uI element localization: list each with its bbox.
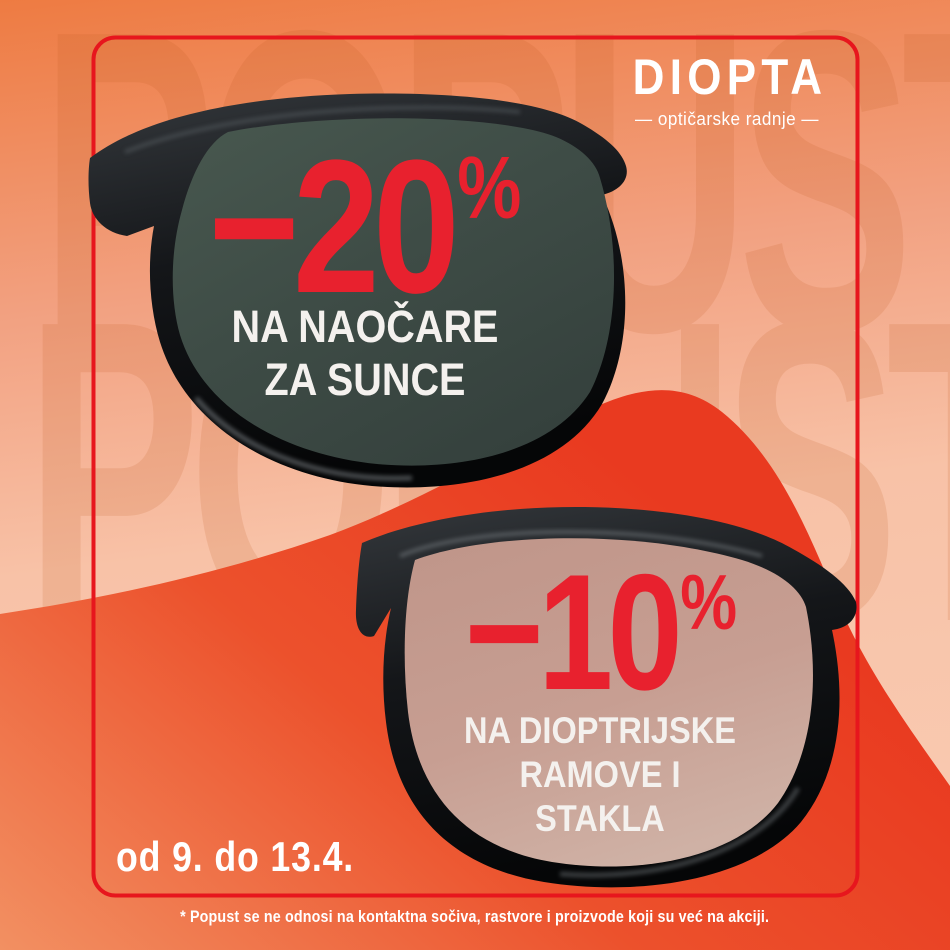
offer-dioptric-discount: −10% [465,550,738,715]
sunglasses-bottom-lens [404,538,813,867]
brand-logo: DIOPTA — optičarske radnje — [607,52,847,130]
offer-sunglasses-discount: −20% [189,132,542,322]
offer-line: STAKLA [535,798,665,840]
sunglasses-top-gloss-bar [124,105,521,154]
offer-sunglasses: −20% NA NAOČARE ZA SUNCE [150,132,580,406]
offer-line: NA NAOČARE [231,301,499,352]
promo-period: od 9. do 13.4. [116,833,355,880]
sunglasses-top [88,93,627,488]
disclaimer-text: * Popust se ne odnosi na kontaktna sočiv… [180,907,770,926]
brand-subtitle: — optičarske radnje — [635,109,819,129]
promo-frame-border [91,35,860,898]
offer-dioptric: −10% NA DIOPTRIJSKE RAMOVE I STAKLA [435,550,765,841]
sunglasses-top-lens [172,118,615,466]
offer-dioptric-description: NA DIOPTRIJSKE RAMOVE I STAKLA [455,709,745,841]
sunglasses-bottom [355,506,857,888]
percent-sign: % [457,138,522,237]
percent-sign: % [680,558,738,646]
sunglasses-top-gloss-bottom [194,396,413,481]
brand-title: DIOPTA [632,49,828,105]
offer-line: ZA SUNCE [264,354,466,406]
offer-line: RAMOVE I [519,754,681,796]
sunglasses-bottom-gloss-bottom [559,786,801,878]
discount-value: −20 [208,121,460,333]
disclaimer: * Popust se ne odnosi na kontaktna sočiv… [0,907,950,927]
discount-value: −10 [464,540,683,724]
sunglasses-bottom-gloss-bar [399,530,763,558]
offer-sunglasses-description: NA NAOČARE ZA SUNCE [176,300,554,406]
offer-line: NA DIOPTRIJSKE [464,710,736,751]
